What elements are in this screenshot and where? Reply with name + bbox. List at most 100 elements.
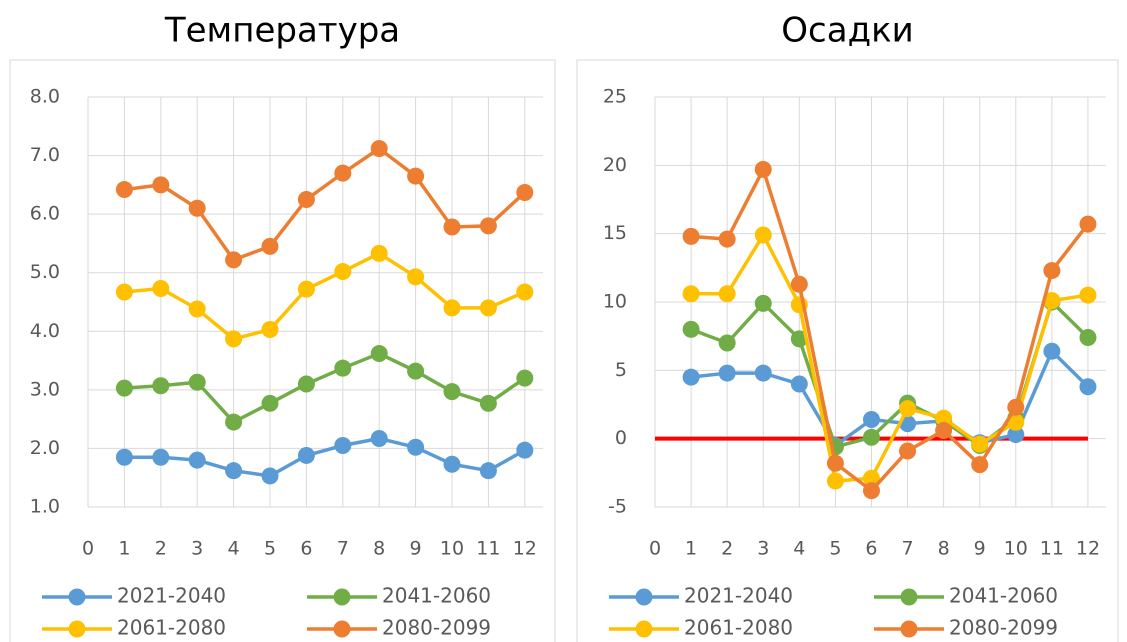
data-point	[826, 454, 844, 472]
data-point	[225, 251, 243, 269]
x-tick-label: 7	[337, 538, 349, 560]
x-tick-label: 6	[300, 538, 312, 560]
y-tick-label: 0	[615, 427, 627, 449]
data-point	[261, 321, 279, 339]
x-tick-label: 3	[757, 538, 769, 560]
data-point	[718, 364, 736, 382]
y-tick-label: 15	[603, 222, 627, 244]
data-point	[1007, 413, 1025, 431]
data-point	[682, 368, 700, 386]
data-point	[261, 467, 279, 485]
y-tick-label: 20	[603, 154, 627, 176]
data-point	[754, 226, 772, 244]
data-point	[1079, 215, 1097, 233]
y-tick-label: 8.0	[30, 86, 60, 108]
legend-swatch	[635, 620, 653, 638]
x-tick-label: 2	[155, 538, 167, 560]
legend-swatch	[900, 588, 918, 606]
data-point	[115, 181, 133, 199]
series-line	[124, 436, 526, 478]
data-point	[516, 183, 534, 201]
legend-label: 2041-2060	[382, 584, 491, 608]
data-point	[862, 482, 880, 500]
data-point	[334, 164, 352, 182]
x-tick-label: 6	[865, 538, 877, 560]
data-point	[407, 438, 425, 456]
data-point	[899, 400, 917, 418]
x-tick-label: 0	[649, 538, 661, 560]
legend-swatch	[333, 588, 351, 606]
data-point	[115, 283, 133, 301]
data-point	[334, 359, 352, 377]
y-tick-label: 3.0	[30, 378, 60, 400]
data-point	[297, 191, 315, 208]
legend-swatch	[635, 588, 653, 606]
data-point	[407, 167, 425, 185]
data-point	[407, 362, 425, 380]
legend-swatch	[68, 588, 86, 606]
series-line	[690, 164, 1090, 493]
data-point	[479, 462, 497, 480]
x-tick-label: 3	[191, 538, 203, 560]
y-tick-label: 25	[603, 86, 627, 108]
panel	[576, 59, 1119, 642]
x-tick-label: 5	[829, 538, 841, 560]
data-point	[443, 383, 461, 401]
data-point	[225, 462, 243, 480]
data-point	[862, 411, 880, 429]
data-point	[370, 345, 388, 363]
legend-swatch	[900, 620, 918, 638]
data-point	[1043, 262, 1061, 280]
data-point	[407, 268, 425, 286]
data-point	[297, 280, 315, 298]
series-line	[124, 251, 526, 341]
data-point	[718, 285, 736, 303]
data-point	[516, 441, 534, 459]
data-point	[1043, 292, 1061, 310]
data-point	[479, 394, 497, 412]
data-point	[225, 413, 243, 431]
data-point	[1079, 286, 1097, 304]
legend-label: 2021-2040	[117, 584, 226, 608]
data-point	[370, 429, 388, 447]
data-point	[115, 379, 133, 397]
data-point	[188, 451, 206, 469]
data-point	[152, 377, 170, 395]
x-tick-label: 7	[902, 538, 914, 560]
data-point	[971, 456, 989, 474]
data-point	[754, 294, 772, 312]
x-tick-label: 9	[410, 538, 422, 560]
data-point	[826, 472, 844, 490]
panel	[9, 59, 556, 642]
y-tick-label: 7.0	[30, 144, 60, 166]
data-point	[754, 364, 772, 382]
data-point	[297, 375, 315, 393]
legend-label: 2080-2099	[382, 616, 491, 640]
data-point	[516, 369, 534, 387]
data-point	[754, 160, 772, 178]
x-tick-label: 8	[373, 538, 385, 560]
data-point	[261, 394, 279, 412]
x-tick-label: 10	[1004, 538, 1028, 560]
x-tick-label: 11	[1040, 538, 1064, 560]
legend-label: 2021-2040	[684, 584, 793, 608]
x-tick-label: 4	[228, 538, 240, 560]
y-tick-label: -5	[608, 496, 627, 518]
data-point	[1079, 378, 1097, 396]
data-point	[1043, 342, 1061, 360]
data-point	[115, 448, 133, 466]
y-tick-label: 10	[603, 291, 627, 313]
data-point	[479, 217, 497, 235]
data-point	[862, 428, 880, 446]
data-point	[443, 218, 461, 236]
x-tick-label: 10	[440, 538, 464, 560]
data-point	[152, 176, 170, 194]
y-tick-label: 4.0	[30, 320, 60, 342]
data-point	[682, 320, 700, 338]
x-tick-label: 12	[1076, 538, 1100, 560]
legend-label: 2080-2099	[949, 616, 1058, 640]
data-point	[935, 409, 953, 427]
data-point	[188, 373, 206, 391]
